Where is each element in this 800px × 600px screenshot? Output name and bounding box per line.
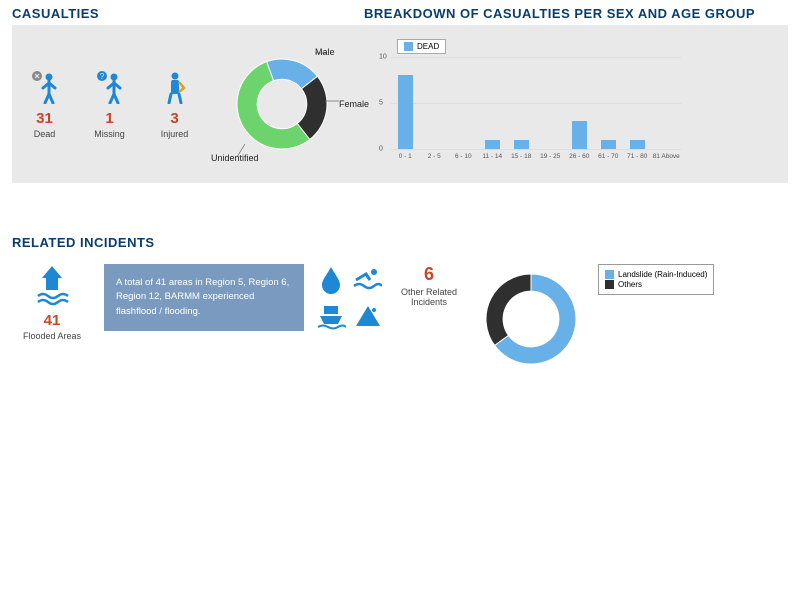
bar-legend-label: DEAD xyxy=(417,42,439,51)
stat-injured-value: 3 xyxy=(170,110,178,127)
legend-label-landslide: Landslide (Rain-Induced) xyxy=(618,270,707,279)
bar-legend: DEAD xyxy=(397,39,446,54)
dead-icon xyxy=(31,70,59,104)
water-drop-icon xyxy=(316,264,346,294)
casualties-panel: 31 Dead ? 1 Missing 3 Injured Male xyxy=(12,25,788,183)
svg-text:?: ? xyxy=(99,72,104,81)
breakdown-heading: BREAKDOWN OF CASUALTIES PER SEX AND AGE … xyxy=(352,0,800,25)
swim-icon xyxy=(352,264,382,294)
landslide-icon xyxy=(352,300,382,330)
casualty-stats: 31 Dead ? 1 Missing 3 Injured xyxy=(22,70,197,139)
flooded-label: Flooded Areas xyxy=(23,331,81,341)
injured-icon xyxy=(161,70,189,104)
related-heading: RELATED INCIDENTS xyxy=(0,229,800,254)
legend-label-others: Others xyxy=(618,280,642,289)
missing-icon: ? xyxy=(96,70,124,104)
stat-dead: 31 Dead xyxy=(22,70,67,139)
stat-injured-label: Injured xyxy=(161,129,189,139)
incident-legend: Landslide (Rain-Induced) Others xyxy=(598,264,714,295)
flood-icon xyxy=(34,264,70,306)
donut-label-unidentified: Unidentified xyxy=(211,153,259,163)
casualties-heading: CASUALTIES xyxy=(0,0,352,25)
incident-icon-grid xyxy=(316,264,382,330)
flooded-value: 41 xyxy=(44,312,61,329)
boat-icon xyxy=(316,300,346,330)
legend-swatch-dead xyxy=(404,42,413,51)
age-bar-chart: DEAD 05100 - 12 - 56 - 1011 - 1415 - 181… xyxy=(377,39,778,169)
related-incidents-row: 41 Flooded Areas A total of 41 areas in … xyxy=(0,254,800,384)
donut-label-male: Male xyxy=(315,47,335,57)
legend-swatch-landslide xyxy=(605,270,614,279)
stat-dead-label: Dead xyxy=(34,129,56,139)
stat-missing: ? 1 Missing xyxy=(87,70,132,139)
other-value: 6 xyxy=(424,264,434,285)
sex-donut-chart: Male Female Unidentified xyxy=(207,39,367,169)
other-label: Other Related Incidents xyxy=(394,287,464,307)
donut-label-female: Female xyxy=(339,99,369,109)
stat-missing-value: 1 xyxy=(105,110,113,127)
incident-donut-chart xyxy=(476,264,586,374)
other-incidents-stat: 6 Other Related Incidents xyxy=(394,264,464,307)
flooded-areas-stat: 41 Flooded Areas xyxy=(12,264,92,341)
stat-dead-value: 31 xyxy=(36,110,53,127)
flood-info-box: A total of 41 areas in Region 5, Region … xyxy=(104,264,304,331)
stat-injured: 3 Injured xyxy=(152,70,197,139)
stat-missing-label: Missing xyxy=(94,129,125,139)
legend-swatch-others xyxy=(605,280,614,289)
